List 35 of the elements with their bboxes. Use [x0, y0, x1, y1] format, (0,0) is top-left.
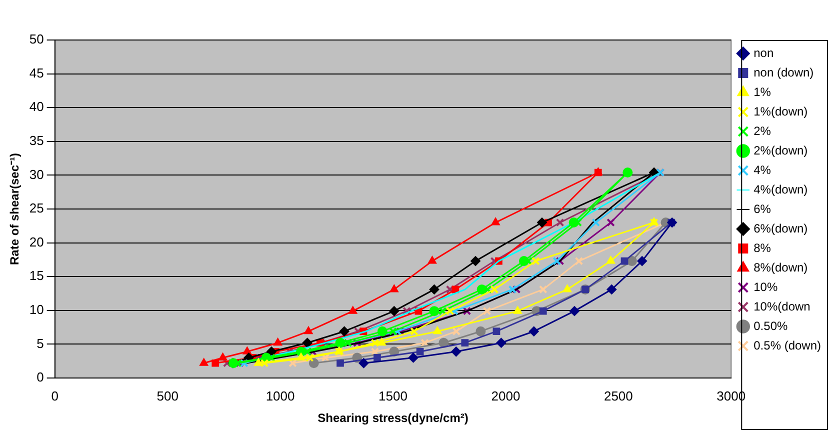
- legend-label: 1%(down): [754, 104, 808, 118]
- y-tick-label: 15: [29, 268, 44, 284]
- y-tick-label: 45: [29, 65, 44, 80]
- y-tick-label: 5: [36, 336, 44, 351]
- legend-label: 0.50%: [754, 318, 788, 333]
- legend-label: 2%(down): [754, 143, 808, 158]
- x-axis-title: Shearing stress(dyne/cm²): [318, 411, 468, 426]
- legend-label: 8%(down): [754, 260, 808, 274]
- y-tick-label: 0: [36, 370, 44, 385]
- legend-label: 4%: [754, 162, 772, 177]
- x-tick-label: 2500: [604, 388, 633, 404]
- legend-label: 8%: [754, 240, 772, 255]
- y-tick-label: 35: [29, 132, 44, 148]
- legend-label: 10%(down: [754, 299, 810, 314]
- y-tick-label: 30: [29, 166, 44, 182]
- x-tick-label: 1000: [266, 388, 295, 404]
- y-tick-label: 10: [29, 302, 44, 317]
- legend-label: 6%: [754, 202, 772, 216]
- x-tick-label: 1500: [378, 388, 408, 404]
- y-tick-label: 20: [29, 234, 44, 250]
- legend-label: 10%: [754, 280, 778, 294]
- y-tick-label: 40: [29, 99, 44, 114]
- legend-label: 4%(down): [754, 182, 808, 196]
- legend-label: 1%: [754, 84, 772, 99]
- legend-label: 0.5% (down): [754, 338, 822, 352]
- legend-label: 2%: [754, 124, 772, 138]
- x-tick-label: 500: [156, 388, 178, 404]
- y-tick-label: 50: [29, 32, 44, 47]
- legend-label: 6%(down): [754, 221, 808, 236]
- y-tick-label: 25: [29, 200, 44, 216]
- legend-label: non (down): [754, 65, 814, 80]
- y-axis-title: Rate of shear(sec⁻¹): [8, 152, 22, 266]
- x-tick-label: 0: [51, 388, 58, 404]
- legend-label: non: [754, 46, 774, 60]
- x-tick-label: 2000: [491, 388, 520, 404]
